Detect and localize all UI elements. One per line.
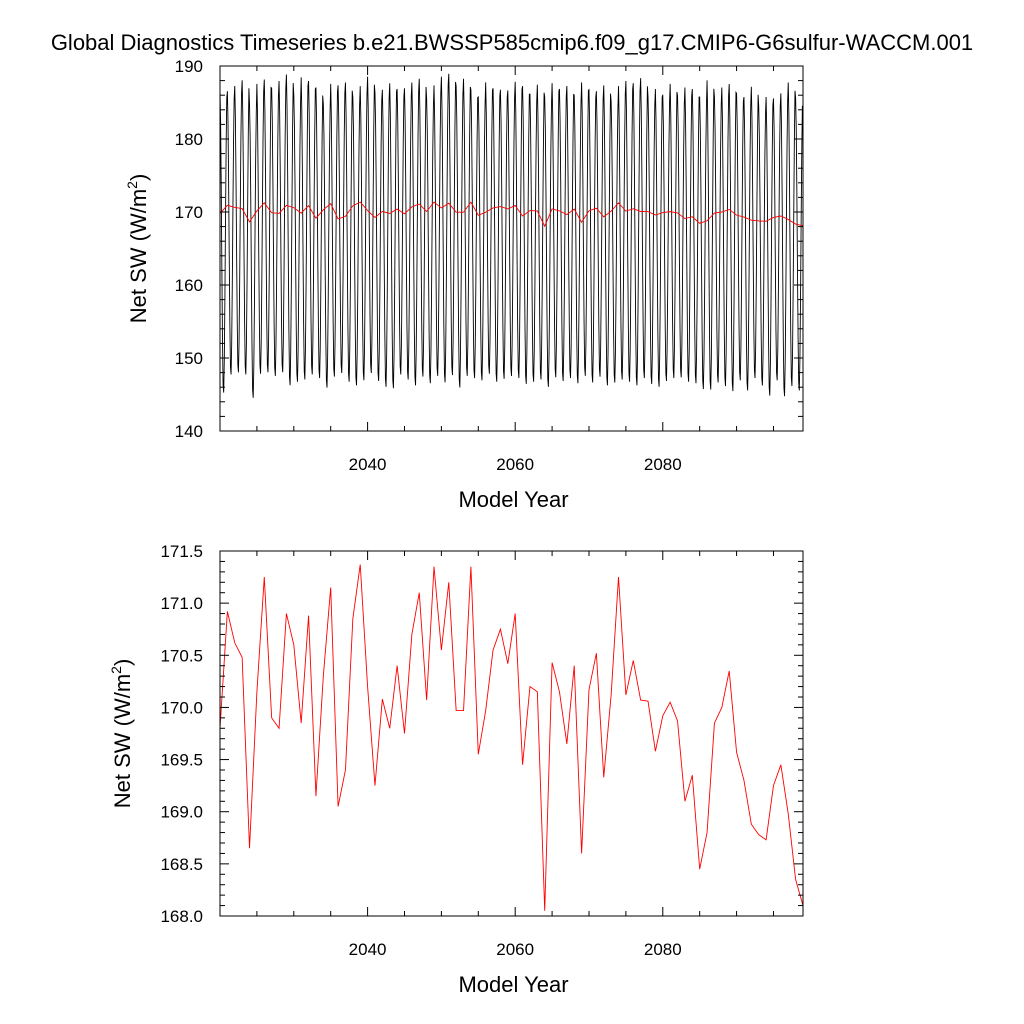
plot-frame (219, 65, 804, 432)
y-tick-label: 168.5 (160, 855, 203, 874)
x-axis-label: Model Year (458, 487, 568, 512)
y-axis-label: Net SW (W/m2) (108, 659, 135, 809)
y-tick-label: 170 (175, 203, 203, 222)
y-tick-label: 169.5 (160, 751, 203, 770)
series-group (220, 564, 803, 911)
x-tick-label: 2080 (644, 940, 682, 959)
y-tick-label: 160 (175, 276, 203, 295)
x-axis-label: Model Year (458, 972, 568, 997)
y-tick-label: 169.0 (160, 803, 203, 822)
top-panel: 2040 2060 2080 140 150 160 170 180 190 Model Year… (124, 57, 804, 512)
monthly-line (220, 73, 803, 398)
bottom-panel: 2040 2060 2080 168.0 168.5 169.0 169.5 170.0 170… (108, 542, 804, 997)
x-tick-label: 2060 (496, 940, 534, 959)
y-tick-label: 140 (175, 422, 203, 441)
y-tick-label: 168.0 (160, 907, 203, 926)
x-tick-label: 2040 (349, 940, 387, 959)
plot-frame (219, 550, 804, 917)
y-tick-label: 150 (175, 349, 203, 368)
x-tick-label: 2040 (349, 455, 387, 474)
x-tick-label: 2060 (496, 455, 534, 474)
y-tick-label: 171.5 (160, 542, 203, 561)
series-group (220, 73, 803, 398)
x-tick-label: 2080 (644, 455, 682, 474)
y-tick-label: 171.0 (160, 594, 203, 613)
annual-mean-line (220, 564, 803, 911)
y-tick-label: 170.0 (160, 698, 203, 717)
y-tick-label: 180 (175, 130, 203, 149)
y-tick-label: 170.5 (160, 646, 203, 665)
annual-mean-line (220, 201, 803, 228)
figure-title: Global Diagnostics Timeseries b.e21.BWSS… (51, 30, 973, 55)
y-axis-label: Net SW (W/m2) (124, 174, 151, 324)
y-tick-label: 190 (175, 57, 203, 76)
